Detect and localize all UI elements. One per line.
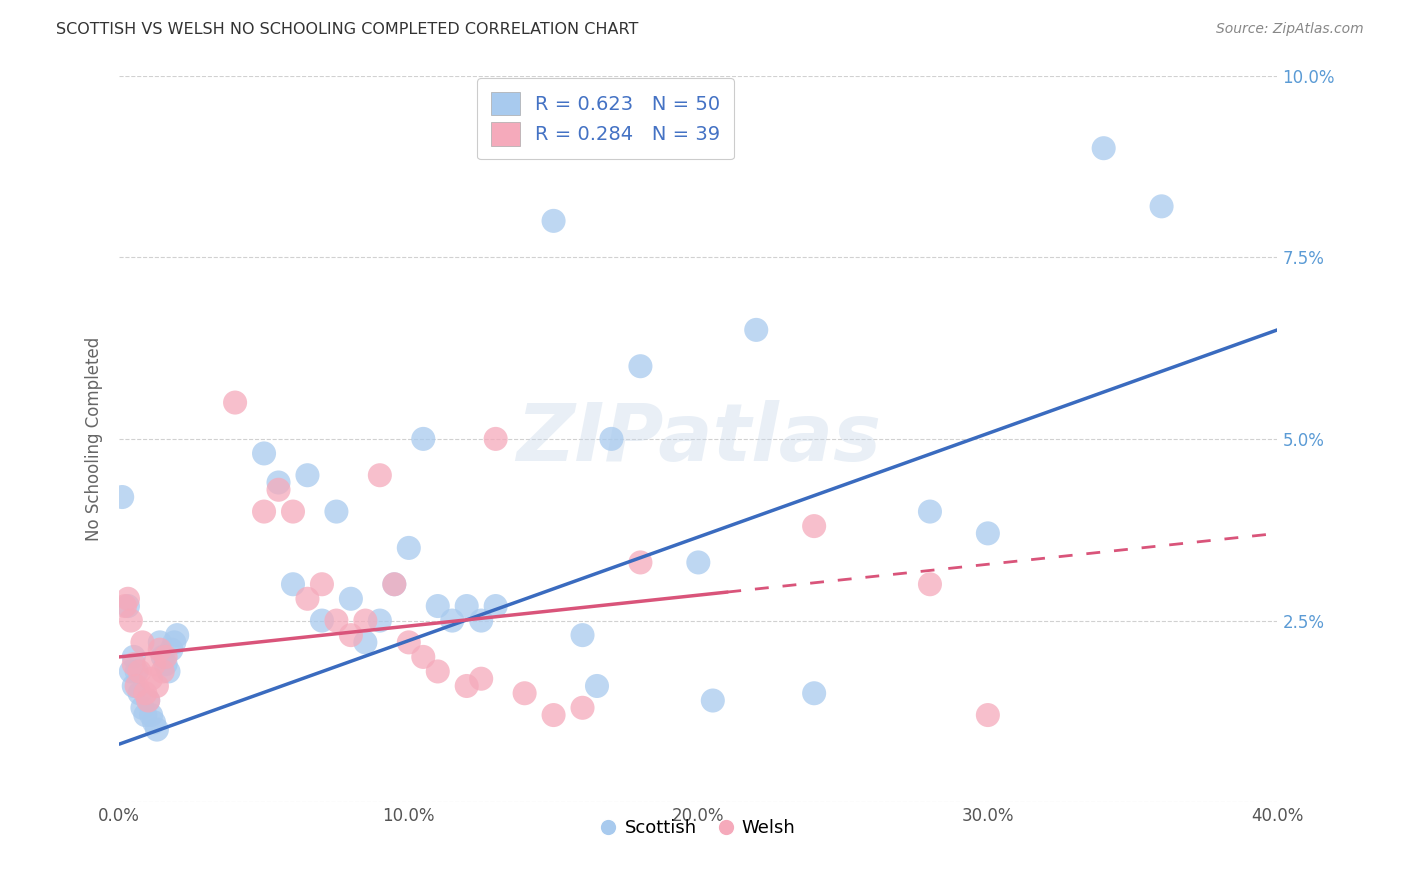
Point [977, 526, 1000, 541]
Point [628, 556, 651, 570]
Point [398, 635, 420, 649]
Point [311, 577, 333, 591]
Point [977, 708, 1000, 723]
Point [157, 665, 180, 679]
Point [253, 446, 276, 460]
Point [702, 693, 724, 707]
Point [166, 628, 188, 642]
Text: ZIPatlas: ZIPatlas [516, 400, 880, 478]
Point [163, 635, 186, 649]
Text: SCOTTISH VS WELSH NO SCHOOLING COMPLETED CORRELATION CHART: SCOTTISH VS WELSH NO SCHOOLING COMPLETED… [56, 22, 638, 37]
Point [143, 657, 166, 672]
Point [131, 700, 153, 714]
Point [441, 614, 464, 628]
Point [368, 614, 391, 628]
Point [382, 577, 405, 591]
Point [340, 591, 363, 606]
Point [354, 635, 377, 649]
Point [267, 475, 290, 490]
Point [918, 505, 941, 519]
Point [143, 715, 166, 730]
Point [543, 214, 565, 228]
Point [470, 672, 492, 686]
Point [456, 679, 478, 693]
Point [543, 708, 565, 723]
Point [918, 577, 941, 591]
Point [125, 665, 148, 679]
Point [267, 483, 290, 497]
Point [114, 599, 136, 613]
Point [340, 628, 363, 642]
Point [571, 700, 593, 714]
Point [586, 679, 609, 693]
Point [136, 693, 159, 707]
Point [155, 657, 177, 672]
Point [803, 686, 825, 700]
Point [128, 686, 150, 700]
Point [354, 614, 377, 628]
Point [368, 468, 391, 483]
Point [571, 628, 593, 642]
Point [149, 642, 172, 657]
Point [297, 468, 319, 483]
Point [134, 708, 156, 723]
Point [382, 577, 405, 591]
Point [134, 686, 156, 700]
Point [122, 649, 145, 664]
Point [131, 635, 153, 649]
Point [117, 591, 139, 606]
Point [470, 614, 492, 628]
Point [281, 505, 304, 519]
Point [1150, 199, 1173, 213]
Point [152, 649, 174, 664]
Point [281, 577, 304, 591]
Point [297, 591, 319, 606]
Legend: Scottish, Welsh: Scottish, Welsh [593, 812, 803, 844]
Point [325, 614, 347, 628]
Point [149, 635, 172, 649]
Point [160, 642, 183, 657]
Point [688, 556, 710, 570]
Point [146, 679, 169, 693]
Point [412, 432, 434, 446]
Text: Source: ZipAtlas.com: Source: ZipAtlas.com [1216, 22, 1364, 37]
Point [600, 432, 623, 446]
Point [513, 686, 536, 700]
Point [426, 665, 449, 679]
Point [412, 649, 434, 664]
Point [117, 599, 139, 613]
Point [628, 359, 651, 374]
Point [111, 490, 134, 504]
Point [224, 395, 246, 409]
Point [152, 665, 174, 679]
Point [456, 599, 478, 613]
Point [745, 323, 768, 337]
Point [253, 505, 276, 519]
Point [120, 614, 142, 628]
Point [155, 649, 177, 664]
Point [1092, 141, 1115, 155]
Point [311, 614, 333, 628]
Point [128, 665, 150, 679]
Point [122, 657, 145, 672]
Point [146, 723, 169, 737]
Point [803, 519, 825, 533]
Point [139, 708, 162, 723]
Point [125, 679, 148, 693]
Point [136, 693, 159, 707]
Point [426, 599, 449, 613]
Point [120, 665, 142, 679]
Point [122, 679, 145, 693]
Point [325, 505, 347, 519]
Point [139, 672, 162, 686]
Point [485, 432, 508, 446]
Y-axis label: No Schooling Completed: No Schooling Completed [86, 337, 103, 541]
Point [398, 541, 420, 555]
Point [485, 599, 508, 613]
